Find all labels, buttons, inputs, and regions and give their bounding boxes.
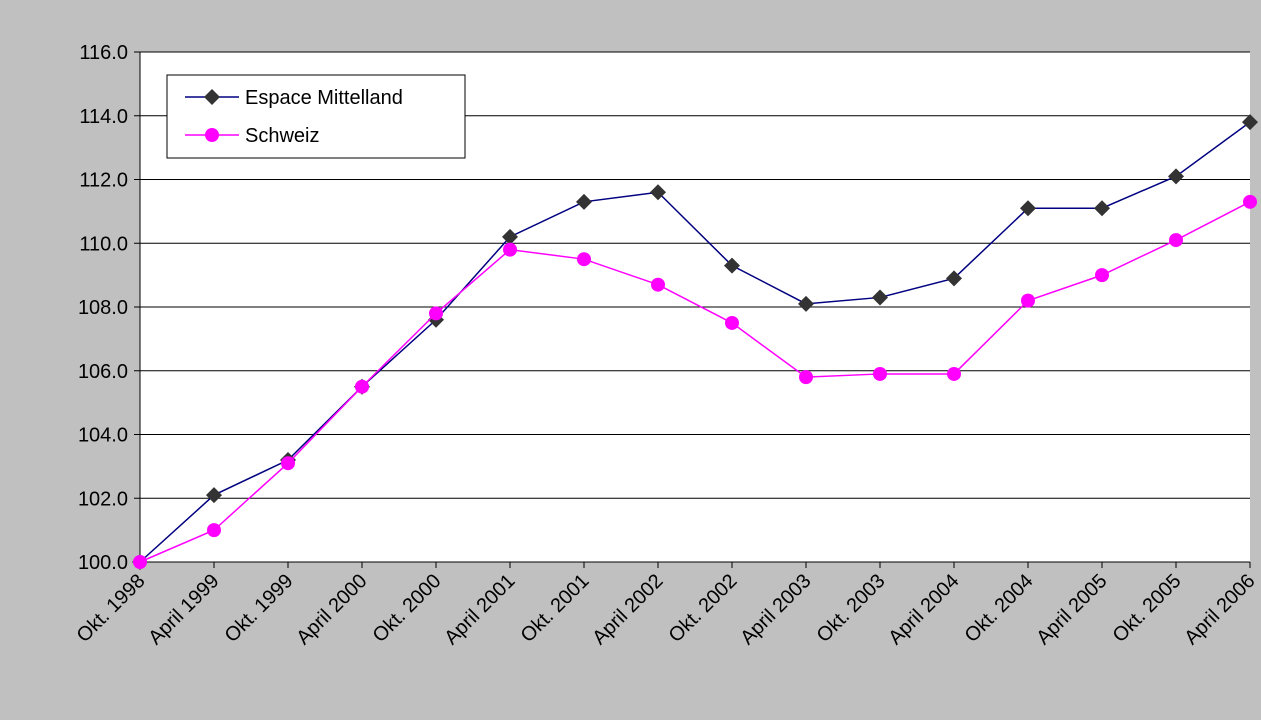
legend-marker — [204, 89, 220, 105]
legend-label: Espace Mittelland — [245, 87, 403, 109]
data-point — [799, 370, 813, 385]
data-point — [947, 366, 961, 381]
y-tick-label: 110.0 — [79, 233, 128, 255]
data-point — [1021, 293, 1035, 308]
x-tick-label: Okt. 2002 — [665, 570, 742, 647]
x-tick-label: April 2001 — [440, 570, 519, 649]
data-point — [1243, 194, 1257, 209]
data-point — [946, 270, 962, 287]
x-tick-label: April 1999 — [144, 570, 223, 649]
data-point — [1169, 233, 1183, 248]
data-point — [873, 366, 887, 381]
y-tick-label: 104.0 — [78, 425, 128, 447]
y-tick-label: 102.0 — [78, 488, 128, 510]
data-point — [798, 295, 814, 312]
y-tick-label: 114.0 — [79, 106, 128, 128]
data-point — [207, 523, 221, 538]
x-tick-label: Okt. 1998 — [73, 570, 150, 647]
legend-marker — [205, 128, 219, 142]
data-point — [429, 306, 443, 321]
series-line — [139, 121, 1251, 563]
x-tick-label: Okt. 1999 — [221, 570, 298, 647]
y-tick-label: 108.0 — [78, 297, 128, 319]
x-tick-label: Okt. 2004 — [961, 570, 1038, 647]
data-point — [725, 315, 739, 330]
legend-label: Schweiz — [245, 125, 319, 147]
x-tick-label: April 2005 — [1032, 570, 1111, 649]
legend — [166, 74, 466, 159]
data-point — [651, 277, 665, 292]
data-point — [650, 184, 666, 201]
y-tick-label: 116.0 — [79, 42, 128, 64]
data-point — [503, 242, 517, 257]
data-point — [1094, 200, 1110, 217]
data-point — [1020, 200, 1036, 217]
series-line — [139, 201, 1251, 563]
y-tick-label: 112.0 — [79, 170, 128, 192]
data-point — [576, 193, 592, 210]
data-point — [206, 487, 222, 504]
data-point — [502, 228, 518, 245]
x-tick-label: Okt. 2001 — [517, 570, 594, 647]
data-point — [872, 289, 888, 306]
x-tick-label: Okt. 2005 — [1109, 570, 1186, 647]
data-point — [133, 555, 147, 569]
x-tick-label: Okt. 2000 — [369, 570, 446, 647]
y-tick-label: 100.0 — [78, 552, 128, 574]
data-point — [1168, 168, 1184, 185]
data-point — [281, 456, 295, 471]
x-tick-label: April 2004 — [884, 570, 963, 649]
x-tick-label: April 2003 — [736, 570, 815, 649]
x-tick-label: April 2006 — [1180, 570, 1259, 649]
x-tick-label: April 2000 — [292, 570, 371, 649]
x-tick-label: Okt. 2003 — [813, 570, 890, 647]
data-point — [1095, 268, 1109, 283]
data-point — [355, 379, 369, 394]
data-point — [577, 252, 591, 267]
x-tick-label: April 2002 — [588, 570, 667, 649]
data-point — [724, 257, 740, 274]
y-tick-label: 106.0 — [78, 361, 128, 383]
data-point — [1242, 114, 1258, 131]
